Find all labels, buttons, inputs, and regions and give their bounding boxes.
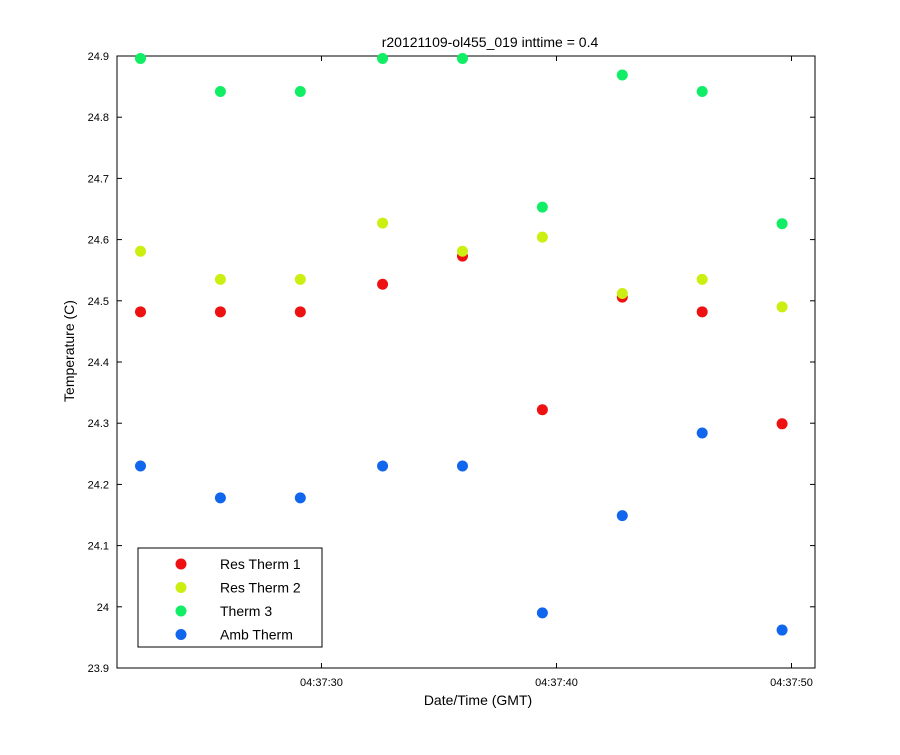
data-point [696, 306, 708, 318]
data-point [456, 245, 468, 257]
data-point [214, 492, 226, 504]
data-point [456, 460, 468, 472]
legend-label: Amb Therm [220, 627, 293, 643]
data-point [214, 273, 226, 285]
x-tick-label: 04:37:30 [300, 677, 343, 689]
data-point [696, 427, 708, 439]
data-point [294, 492, 306, 504]
chart-title: r20121109-ol455_019 inttime = 0.4 [382, 34, 599, 50]
data-point [696, 85, 708, 97]
legend-label: Res Therm 2 [220, 580, 301, 596]
legend-marker [175, 605, 187, 617]
data-point [294, 85, 306, 97]
data-point [776, 418, 788, 430]
legend: Res Therm 1 Res Therm 2 Therm 3 Amb Therm [137, 547, 323, 648]
data-point [214, 306, 226, 318]
x-axis: 04:37:30 04:37:40 04:37:50 [300, 56, 813, 689]
data-point [536, 201, 548, 213]
data-point [294, 273, 306, 285]
legend-marker [175, 582, 187, 593]
y-tick-label: 24.9 [88, 51, 109, 63]
data-point [135, 306, 147, 318]
data-point [616, 287, 628, 299]
data-point [377, 52, 389, 64]
y-axis: 23.9 24 24.1 24.2 24.3 24.4 24.5 24.6 24.7 24.8 24… [88, 51, 815, 675]
data-point [135, 460, 147, 472]
data-point [135, 52, 147, 64]
legend-label: Therm 3 [220, 603, 272, 619]
data-point [776, 218, 788, 230]
data-point [776, 301, 788, 313]
y-axis-title: Temperature (C) [61, 300, 77, 402]
x-tick-label: 04:37:40 [535, 677, 578, 689]
y-tick-label: 24.8 [88, 112, 109, 124]
legend-label: Res Therm 1 [220, 556, 301, 572]
legend-marker [175, 629, 187, 640]
legend-items: Res Therm 1 Res Therm 2 Therm 3 Amb Therm [175, 556, 301, 643]
data-point [135, 245, 147, 257]
data-point [696, 273, 708, 285]
data-point [377, 460, 389, 472]
data-point [536, 231, 548, 243]
data-point [616, 510, 628, 522]
data-point [776, 624, 788, 636]
data-point [456, 52, 468, 64]
x-tick-label: 04:37:50 [770, 677, 813, 689]
y-tick-label: 24.2 [88, 479, 109, 491]
y-tick-label: 23.9 [88, 663, 109, 675]
data-point [377, 278, 389, 290]
data-points [135, 52, 788, 636]
data-point [214, 85, 226, 97]
data-point [536, 404, 548, 416]
y-tick-label: 24.1 [88, 541, 109, 553]
data-point [294, 306, 306, 318]
legend-box [137, 547, 323, 648]
y-tick-label: 24.6 [88, 235, 109, 247]
y-tick-label: 24.3 [88, 418, 109, 430]
data-point [536, 607, 548, 619]
y-tick-label: 24.4 [88, 357, 109, 369]
x-axis-title: Date/Time (GMT) [424, 692, 532, 708]
y-tick-label: 24.7 [88, 173, 109, 185]
data-point [616, 69, 628, 81]
y-tick-label: 24.5 [88, 296, 109, 308]
legend-marker [175, 558, 187, 570]
y-tick-label: 24 [97, 602, 109, 614]
data-point [377, 217, 389, 229]
